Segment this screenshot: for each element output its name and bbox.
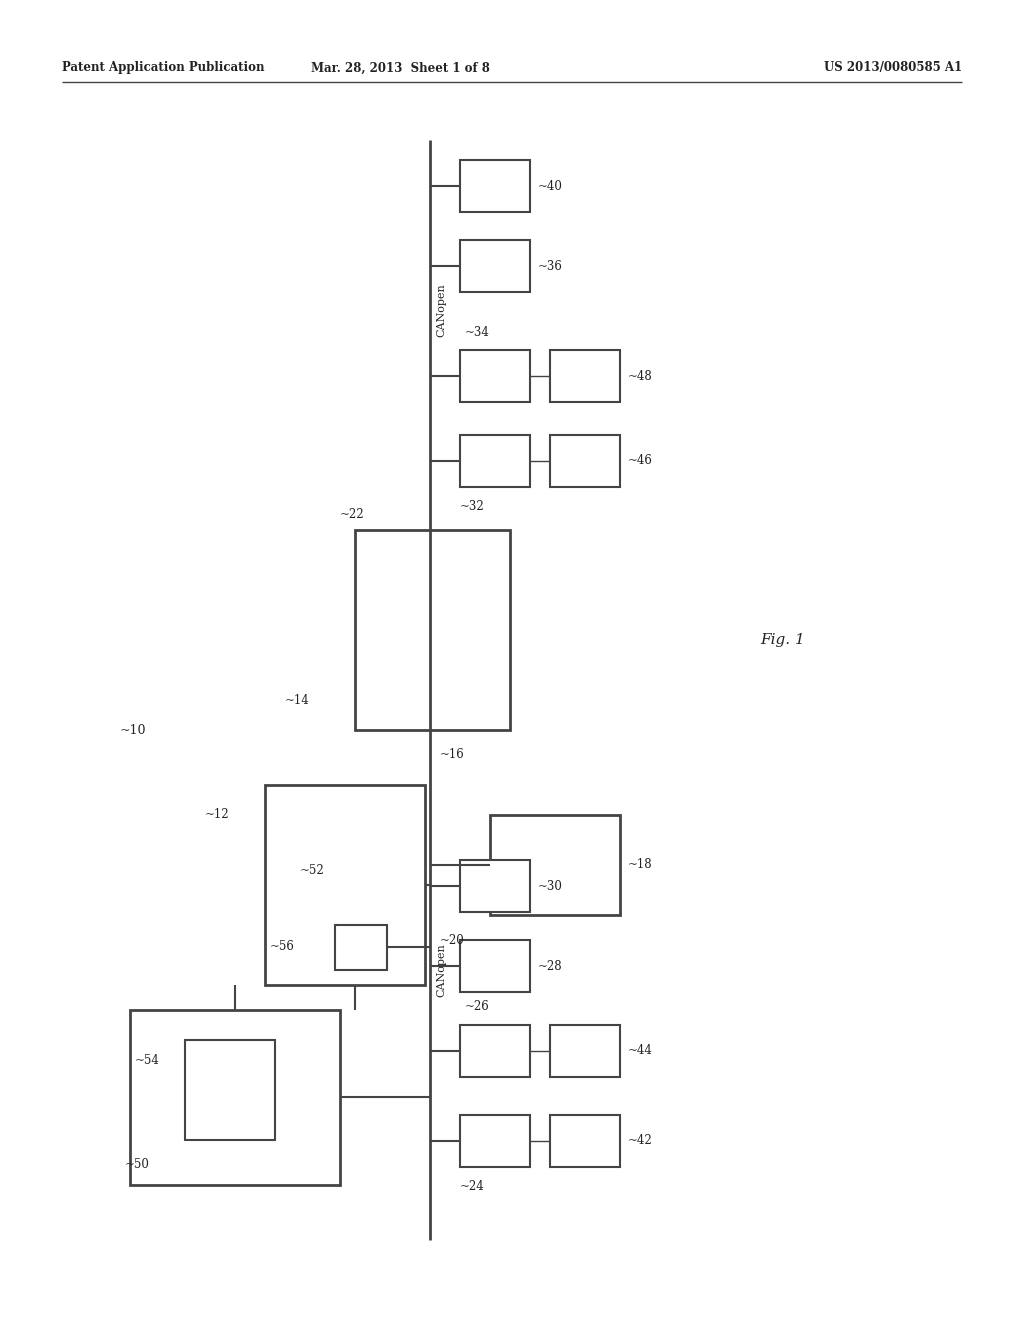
Text: ~28: ~28 — [538, 960, 562, 973]
Bar — [460, 436, 530, 487]
Bar — [490, 814, 620, 915]
Text: ~46: ~46 — [628, 454, 653, 467]
Text: CANopen: CANopen — [436, 942, 446, 997]
Text: ~14: ~14 — [285, 693, 309, 706]
Bar — [460, 1115, 530, 1167]
Bar — [550, 1115, 620, 1167]
Text: ~10: ~10 — [120, 723, 146, 737]
Text: ~30: ~30 — [538, 879, 563, 892]
Text: ~56: ~56 — [270, 940, 295, 953]
Text: ~48: ~48 — [628, 370, 652, 383]
Bar — [460, 350, 530, 403]
Bar — [460, 940, 530, 993]
Bar — [550, 350, 620, 403]
Bar — [335, 925, 387, 970]
Bar — [460, 160, 530, 213]
Text: Mar. 28, 2013  Sheet 1 of 8: Mar. 28, 2013 Sheet 1 of 8 — [310, 62, 489, 74]
Text: ~34: ~34 — [465, 326, 489, 338]
Bar — [460, 861, 530, 912]
Text: ~16: ~16 — [440, 748, 465, 762]
Bar — [460, 240, 530, 292]
Text: ~22: ~22 — [340, 508, 365, 521]
Bar — [130, 1010, 340, 1185]
Text: ~18: ~18 — [628, 858, 652, 871]
Text: ~44: ~44 — [628, 1044, 653, 1057]
Text: Patent Application Publication: Patent Application Publication — [62, 62, 264, 74]
Text: ~54: ~54 — [135, 1053, 160, 1067]
Text: ~26: ~26 — [465, 1001, 489, 1014]
Bar — [550, 436, 620, 487]
Bar — [550, 1026, 620, 1077]
Text: ~36: ~36 — [538, 260, 563, 272]
Text: ~50: ~50 — [125, 1159, 150, 1172]
Text: ~52: ~52 — [300, 863, 325, 876]
Bar — [355, 531, 510, 730]
Text: ~12: ~12 — [205, 808, 229, 821]
Bar — [265, 785, 425, 985]
Text: ~42: ~42 — [628, 1134, 652, 1147]
Text: ~32: ~32 — [460, 500, 484, 513]
Text: ~20: ~20 — [440, 933, 465, 946]
Text: ~40: ~40 — [538, 180, 563, 193]
Text: ~24: ~24 — [460, 1180, 484, 1193]
Text: Fig. 1: Fig. 1 — [760, 634, 805, 647]
Text: CANopen: CANopen — [436, 282, 446, 337]
Bar — [185, 1040, 275, 1140]
Bar — [460, 1026, 530, 1077]
Text: US 2013/0080585 A1: US 2013/0080585 A1 — [824, 62, 962, 74]
